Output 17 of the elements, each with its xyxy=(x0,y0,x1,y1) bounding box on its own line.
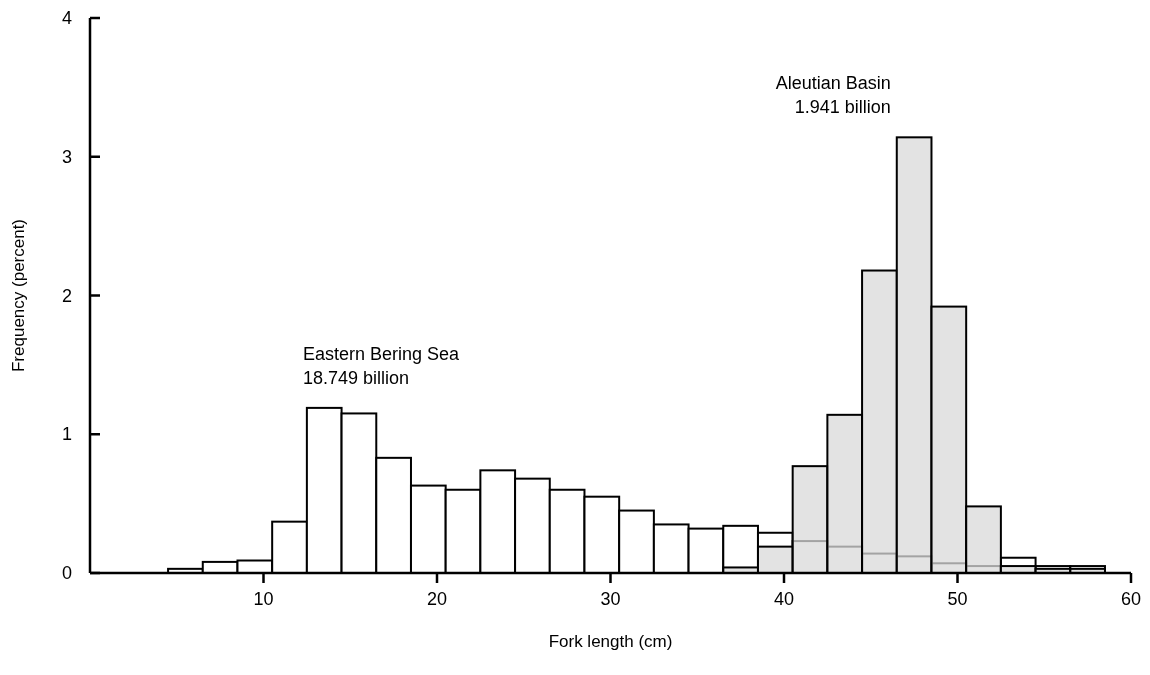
x-tick-label: 50 xyxy=(947,589,968,609)
y-tick-label: 1 xyxy=(61,424,72,445)
y-tick-label: 0 xyxy=(61,563,72,583)
annotation: 18.749 billion xyxy=(302,367,409,388)
y-tick-label: 3 xyxy=(61,146,72,167)
annotation: 1.941 billion xyxy=(794,97,891,118)
text: Aleutian Basin xyxy=(775,73,891,94)
x-tick-label: 20 xyxy=(426,589,448,609)
x-tick-label: 30 xyxy=(600,589,621,609)
x-tick-label: 60 xyxy=(1120,589,1142,609)
y-tick-label: 4 xyxy=(61,8,72,28)
x-axis-title: Fork length (cm) xyxy=(548,632,673,651)
y-tick-label: 2 xyxy=(61,285,72,306)
x-tick-label: 40 xyxy=(773,589,795,609)
text: Eastern Bering Sea xyxy=(302,343,460,364)
x-tick-label: 10 xyxy=(253,589,274,609)
y-axis-title: Frequency (percent) xyxy=(9,218,28,373)
